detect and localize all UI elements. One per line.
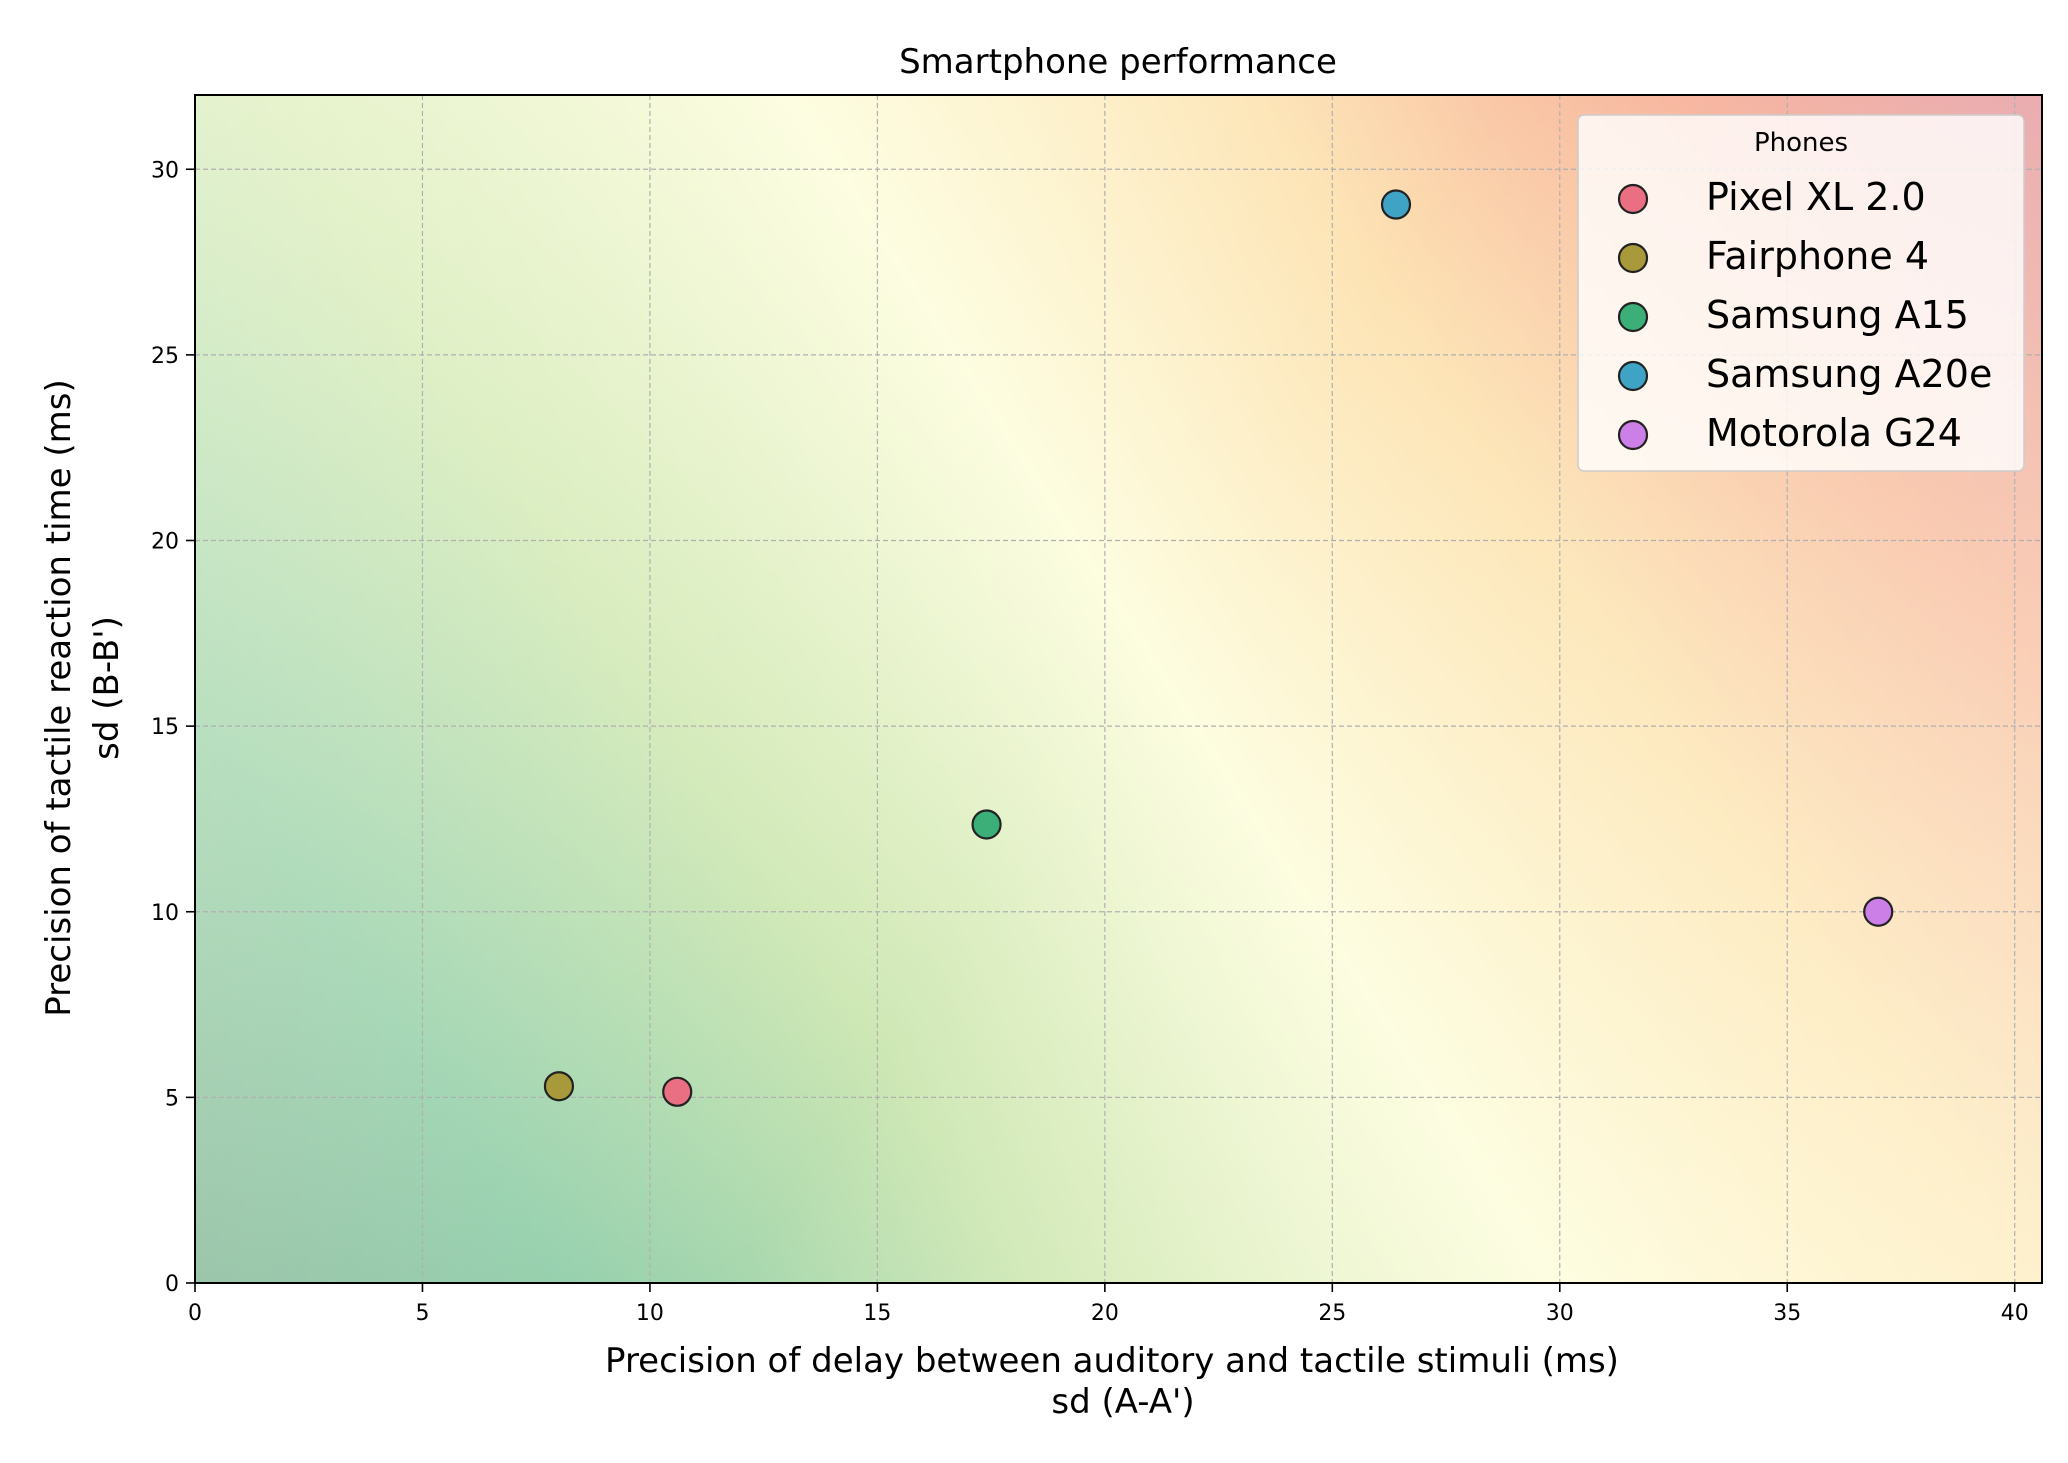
x-tick-label: 20 <box>1091 1301 1119 1326</box>
data-point <box>1863 896 1894 927</box>
x-tick-label: 15 <box>863 1301 891 1326</box>
x-tick-label: 40 <box>2001 1301 2029 1326</box>
x-axis-label-line2: sd (A-A') <box>1051 1382 1194 1422</box>
y-tick-label: 0 <box>165 1272 179 1297</box>
legend-marker <box>1617 419 1649 451</box>
x-tick-label: 30 <box>1546 1301 1574 1326</box>
x-axis-label-line1: Precision of delay between auditory and … <box>605 1341 1619 1381</box>
legend-marker <box>1617 183 1649 215</box>
legend-marker <box>1617 242 1649 274</box>
x-tick-label: 35 <box>1773 1301 1801 1326</box>
legend-title: Phones <box>1754 128 1848 158</box>
x-axis: 0 5 10 15 20 25 30 35 40 <box>188 1283 2029 1326</box>
y-tick-label: 25 <box>151 344 179 369</box>
x-tick-label: 10 <box>636 1301 664 1326</box>
legend-label: Samsung A20e <box>1706 352 1992 396</box>
chart-title: Smartphone performance <box>899 42 1337 82</box>
data-point <box>543 1071 575 1102</box>
x-tick-label: 5 <box>415 1301 429 1326</box>
y-tick-label: 10 <box>151 901 179 926</box>
y-tick-label: 5 <box>165 1086 179 1111</box>
y-tick-label: 15 <box>151 715 179 740</box>
legend-label: Motorola G24 <box>1706 411 1962 455</box>
legend-box <box>1577 114 2025 472</box>
y-axis: 0 5 10 15 20 25 30 <box>151 158 195 1297</box>
legend-marker <box>1617 360 1649 392</box>
legend-label: Pixel XL 2.0 <box>1706 175 1926 219</box>
y-axis-label-line2: sd (B-B') <box>87 616 127 760</box>
plot-frame <box>194 94 2043 1284</box>
legend: Phones Pixel XL 2.0 Fairphone 4 Samsung A1… <box>1577 114 2025 472</box>
legend-items: Pixel XL 2.0 Fairphone 4 Samsung A15 Samsun… <box>1617 175 1992 455</box>
legend-label: Fairphone 4 <box>1706 234 1929 278</box>
legend-marker <box>1617 301 1649 333</box>
data-points <box>543 189 1894 1107</box>
data-point <box>971 809 1002 840</box>
x-tick-label: 25 <box>1318 1301 1346 1326</box>
y-tick-label: 20 <box>151 530 179 555</box>
x-tick-label: 0 <box>188 1301 202 1326</box>
data-point <box>1380 189 1412 220</box>
y-tick-label: 30 <box>151 158 179 183</box>
data-point <box>662 1076 693 1107</box>
y-axis-label-line1: Precision of tactile reaction time (ms) <box>39 379 79 1017</box>
legend-label: Samsung A15 <box>1706 293 1969 337</box>
